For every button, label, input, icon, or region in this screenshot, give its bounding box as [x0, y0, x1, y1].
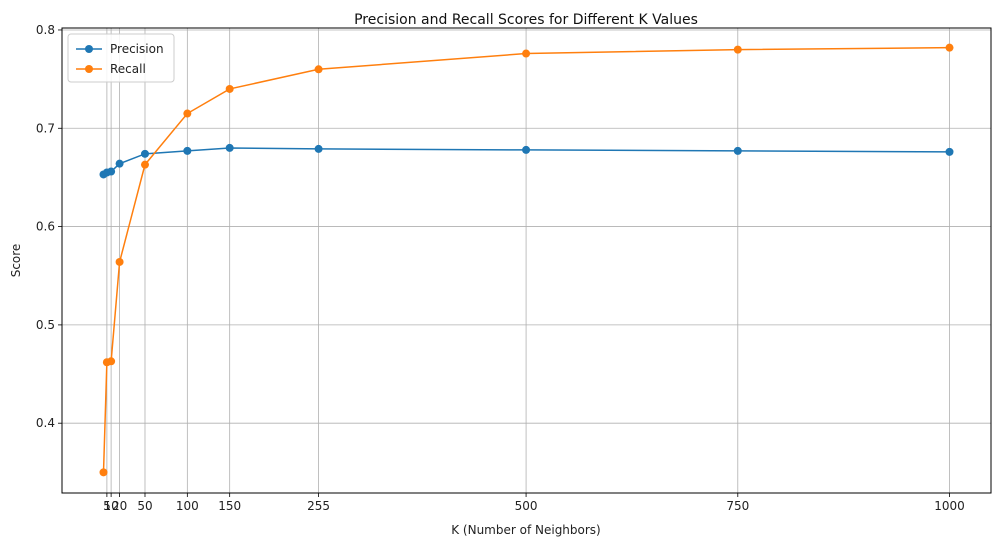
precision-point [733, 146, 742, 155]
legend: Precision Recall [67, 33, 175, 83]
chart-title: Precision and Recall Scores for Differen… [354, 12, 698, 28]
x-tick-label: 50 [137, 499, 152, 513]
recall-point [733, 45, 742, 54]
precision-point [183, 146, 192, 155]
x-axis-label: K (Number of Neighbors) [451, 523, 601, 537]
recall-point [522, 49, 531, 58]
x-tick-label: 10 [103, 499, 118, 513]
y-tick-label: 0.6 [36, 220, 55, 234]
y-axis-label: Score [9, 244, 23, 278]
recall-point [107, 357, 116, 366]
precision-point [115, 159, 124, 168]
x-tick-label: 100 [176, 499, 199, 513]
recall-legend-label: Recall [110, 62, 146, 76]
recall-point [314, 65, 323, 74]
x-tick-label: 5 [103, 499, 111, 513]
y-tick-label: 0.5 [36, 318, 55, 332]
y-ticks: 0.4 0.5 0.6 0.7 0.8 [36, 23, 62, 430]
recall-point [225, 84, 234, 93]
precision-point [945, 147, 954, 156]
recall-legend-marker [85, 65, 93, 73]
precision-point [225, 143, 234, 152]
x-tick-label: 750 [726, 499, 749, 513]
x-tick-label: 500 [515, 499, 538, 513]
precision-legend-marker [85, 45, 93, 53]
precision-point [522, 145, 531, 154]
grid [62, 28, 991, 493]
recall-point [945, 43, 954, 52]
precision-legend-label: Precision [110, 42, 164, 56]
x-tick-label: 150 [218, 499, 241, 513]
recall-point [115, 257, 124, 266]
legend-box [67, 33, 175, 83]
recall-line [102, 46, 950, 473]
y-tick-label: 0.8 [36, 23, 55, 37]
x-tick-label: 1000 [934, 499, 965, 513]
y-tick-label: 0.7 [36, 121, 55, 135]
precision-point [107, 167, 116, 176]
series-layer [99, 43, 954, 477]
x-tick-label: 255 [307, 499, 330, 513]
precision-point [140, 149, 149, 158]
recall-point [183, 109, 192, 118]
plot-frame [61, 27, 992, 494]
y-tick-label: 0.4 [36, 416, 55, 430]
recall-point [99, 468, 108, 477]
recall-point [140, 160, 149, 169]
x-tick-label: 20 [112, 499, 127, 513]
precision-point [314, 144, 323, 153]
